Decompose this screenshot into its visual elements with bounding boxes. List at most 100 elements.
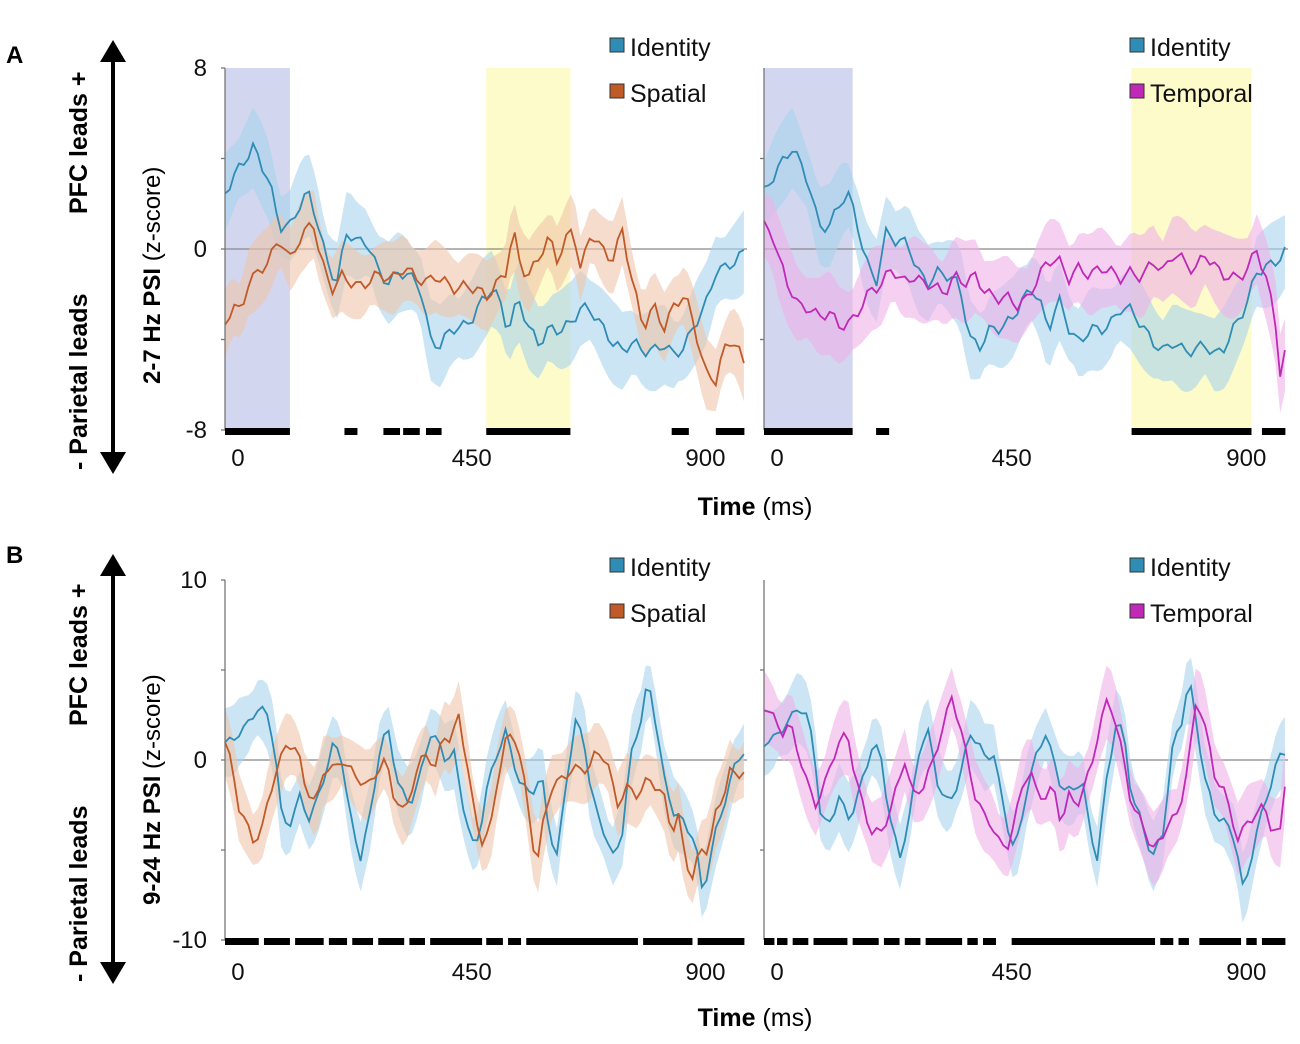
significance-bar bbox=[1199, 938, 1242, 945]
ylabel-a-bold: 2-7 Hz PSI bbox=[139, 268, 166, 384]
band-identity bbox=[225, 107, 744, 392]
significance-bar bbox=[792, 938, 809, 945]
significance-bar bbox=[643, 938, 693, 945]
side-label-parietal-b: - Parietal leads bbox=[65, 806, 93, 982]
band-identity bbox=[764, 107, 1285, 393]
significance-bar bbox=[764, 938, 775, 945]
significance-bar bbox=[486, 428, 571, 435]
significance-bar bbox=[526, 938, 638, 945]
xlabel-b-unit: (ms) bbox=[755, 1004, 812, 1032]
ylabel-b-bold: 9-24 Hz PSI bbox=[139, 776, 166, 905]
side-label-pfc-b: PFC leads + bbox=[65, 584, 93, 726]
legend-swatch-temporal bbox=[1129, 603, 1145, 619]
x-tick-label: 0 bbox=[231, 959, 244, 986]
line-identity bbox=[224, 688, 745, 890]
significance-bar bbox=[764, 428, 853, 435]
legend-swatch-identity bbox=[1129, 557, 1145, 573]
band-spatial bbox=[225, 190, 744, 411]
legend-label-identity: Identity bbox=[1150, 34, 1231, 62]
significance-bar bbox=[715, 428, 745, 435]
legend-swatch-identity bbox=[609, 37, 625, 53]
significance-bar bbox=[378, 938, 405, 945]
significance-bar bbox=[1160, 938, 1174, 945]
line-temporal bbox=[763, 220, 1286, 377]
side-arrow-a-head-up bbox=[100, 40, 126, 62]
xlabel-a-bold: Time bbox=[698, 493, 756, 521]
y-tick-label: 10 bbox=[180, 567, 207, 594]
x-tick-label: 900 bbox=[1226, 445, 1266, 472]
x-tick-label: 450 bbox=[992, 445, 1032, 472]
legend-label-temporal: Temporal bbox=[1150, 600, 1253, 628]
legend-swatch-spatial bbox=[609, 83, 625, 99]
line-temporal bbox=[763, 693, 1286, 851]
ylabel-b-unit: (z-score) bbox=[139, 674, 166, 775]
chart-a-right: 0 450 900 Identity Temporal bbox=[760, 34, 1288, 472]
significance-bar bbox=[967, 938, 978, 945]
significance-bar bbox=[1261, 938, 1286, 945]
line-identity bbox=[763, 150, 1286, 358]
xlabel-a: Time (ms) bbox=[698, 493, 813, 521]
chart-b-right: 0 450 900 Identity Temporal bbox=[760, 554, 1288, 986]
legend-swatch-temporal bbox=[1129, 83, 1145, 99]
legend-label-identity: Identity bbox=[1150, 554, 1231, 582]
panel-letter-b: B bbox=[6, 542, 23, 569]
legend-label-identity: Identity bbox=[630, 34, 711, 62]
significance-bar bbox=[344, 428, 358, 435]
legend-label-temporal: Temporal bbox=[1150, 80, 1253, 108]
panel-letter-a: A bbox=[6, 42, 23, 69]
significance-bar bbox=[486, 938, 503, 945]
line-spatial bbox=[224, 221, 745, 388]
significance-bar bbox=[225, 428, 290, 435]
significance-bar bbox=[383, 428, 401, 435]
x-tick-label: 0 bbox=[770, 445, 783, 472]
xlabel-b: Time (ms) bbox=[698, 1004, 813, 1032]
y-tick-label: 0 bbox=[194, 747, 207, 774]
ylabel-b: 9-24 Hz PSI (z-score) bbox=[139, 674, 166, 905]
line-identity bbox=[224, 140, 745, 359]
chart-a-left: 8 0 -8 0 450 900 Identity Spatial bbox=[186, 34, 747, 472]
x-tick-label: 0 bbox=[770, 959, 783, 986]
xlabel-a-unit: (ms) bbox=[755, 493, 812, 521]
y-tick-label: 0 bbox=[194, 236, 207, 263]
significance-bar bbox=[1011, 938, 1156, 945]
band-temporal bbox=[764, 195, 1285, 413]
significance-bar bbox=[852, 938, 879, 945]
x-tick-label: 0 bbox=[231, 445, 244, 472]
significance-bar bbox=[352, 938, 374, 945]
y-tick-label: -10 bbox=[172, 927, 207, 954]
xlabel-b-bold: Time bbox=[698, 1004, 756, 1032]
significance-bar bbox=[777, 938, 788, 945]
x-tick-label: 900 bbox=[1226, 959, 1266, 986]
significance-bar bbox=[925, 938, 963, 945]
significance-bar bbox=[403, 428, 420, 435]
legend-label-spatial: Spatial bbox=[630, 80, 706, 108]
side-arrow-a-head-down bbox=[100, 452, 126, 474]
significance-bar bbox=[697, 938, 745, 945]
ylabel-a: 2-7 Hz PSI (z-score) bbox=[139, 167, 166, 384]
significance-bar bbox=[295, 938, 324, 945]
legend-swatch-spatial bbox=[609, 603, 625, 619]
side-arrow-a bbox=[100, 40, 126, 474]
ylabel-a-unit: (z-score) bbox=[139, 167, 166, 268]
side-label-pfc-a: PFC leads + bbox=[65, 72, 93, 214]
line-spatial bbox=[224, 713, 745, 882]
significance-bar bbox=[904, 938, 921, 945]
side-arrow-b-head-up bbox=[100, 554, 126, 576]
x-tick-label: 900 bbox=[685, 445, 725, 472]
side-label-parietal-a: - Parietal leads bbox=[65, 294, 93, 470]
chart-b-left: 10 0 -10 0 450 900 Identity Spatial bbox=[172, 554, 747, 986]
significance-bar bbox=[813, 938, 848, 945]
significance-bar bbox=[1261, 428, 1286, 435]
significance-bar bbox=[1246, 938, 1257, 945]
significance-bar bbox=[263, 938, 290, 945]
significance-bar bbox=[430, 938, 483, 945]
legend-swatch-identity bbox=[1129, 37, 1145, 53]
legend-label-identity: Identity bbox=[630, 554, 711, 582]
y-tick-label: -8 bbox=[186, 417, 207, 444]
significance-bar bbox=[426, 428, 442, 435]
significance-bar bbox=[982, 938, 997, 945]
x-tick-label: 900 bbox=[685, 959, 725, 986]
significance-bar bbox=[671, 428, 689, 435]
